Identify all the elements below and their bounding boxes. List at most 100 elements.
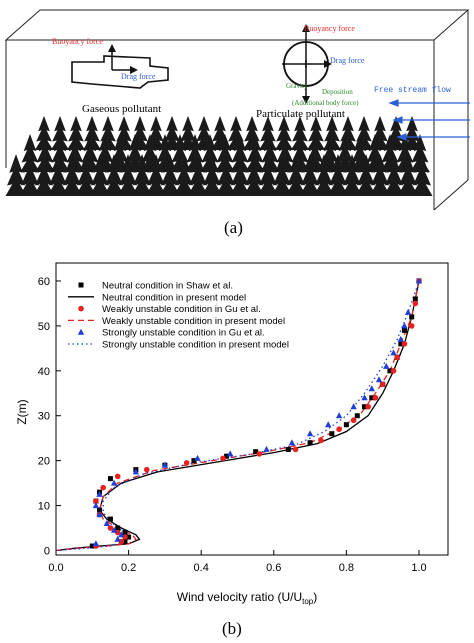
tree (47, 154, 69, 196)
tree (274, 116, 294, 150)
tree-canopy (5, 116, 433, 196)
tree (34, 116, 54, 150)
gaseous-pollutant-cloud (71, 55, 169, 89)
tree (229, 154, 251, 196)
tree (380, 134, 400, 172)
tree (114, 116, 134, 150)
data-point-circle (372, 394, 379, 401)
tree (19, 154, 41, 196)
data-point-circle (401, 341, 408, 347)
tree (355, 154, 377, 196)
data-point-square (122, 539, 128, 545)
tree (322, 116, 342, 150)
data-point-square (89, 543, 95, 549)
tree (327, 154, 349, 196)
tree (365, 134, 385, 172)
x-tick-label: 0.6 (266, 562, 281, 574)
drag-force-label-right: Drag force (330, 56, 365, 65)
deposition-label: Deposition (322, 88, 353, 96)
tree (271, 154, 293, 196)
data-point-square (369, 395, 375, 401)
data-point-circle (318, 437, 324, 444)
free-stream-arrows (388, 99, 470, 141)
data-point-square (343, 422, 349, 428)
data-point-square (97, 507, 103, 513)
data-point-circle (390, 368, 397, 374)
y-tick-label: 10 (38, 501, 50, 513)
data-point-circle (143, 466, 150, 473)
data-point-triangle (96, 490, 103, 497)
drag-force-label-left: Drag force (121, 72, 156, 81)
data-point-square (307, 440, 313, 446)
data-point-triangle (96, 511, 103, 518)
y-tick-label: 60 (38, 276, 50, 288)
data-point-square (387, 368, 393, 374)
tree (125, 134, 145, 172)
tree (95, 134, 115, 172)
tree (369, 154, 391, 196)
data-point-triangle (383, 362, 390, 369)
tree (306, 116, 326, 150)
tree (243, 154, 265, 196)
x-axis-label-main: Wind velocity ratio (U/U (177, 590, 302, 604)
legend-label: Strongly unstable condition in Gu et al. (102, 328, 265, 339)
data-point-triangle (288, 439, 296, 446)
data-point-circle (78, 305, 84, 312)
data-point-circle (365, 403, 371, 410)
data-point-circle (183, 460, 190, 466)
tree (103, 154, 125, 196)
legend-label: Strongly unstable condition in present m… (102, 340, 289, 351)
tree (402, 116, 422, 150)
data-point-square (409, 314, 415, 320)
data-point-square (285, 446, 291, 452)
x-tick-label: 0.2 (121, 562, 136, 574)
legend-label: Neutral condition in Shaw et al. (102, 281, 233, 292)
tree (395, 134, 415, 172)
x-tick-label: 1.0 (411, 562, 426, 574)
tree (383, 154, 405, 196)
x-axis-label-sub: top (302, 597, 314, 606)
data-point-circle (412, 300, 419, 307)
series-line (55, 280, 420, 552)
tree (155, 134, 175, 172)
tree (386, 116, 406, 150)
data-point-triangle (361, 394, 368, 401)
tree (410, 134, 430, 172)
tree (89, 154, 111, 196)
data-point-square (253, 449, 259, 455)
y-tick-label: 40 (38, 366, 50, 378)
buoyancy-arrowhead-left (108, 44, 116, 52)
plot-frame (55, 262, 449, 556)
tree (50, 134, 70, 172)
tree (75, 154, 97, 196)
x-axis-label: Wind velocity ratio (U/Utop) (177, 590, 318, 606)
tree (260, 134, 280, 172)
y-tick-label: 30 (38, 411, 50, 423)
data-point-triangle (368, 385, 375, 392)
tree (35, 134, 55, 172)
data-point-circle (220, 455, 226, 462)
tree (131, 154, 153, 196)
tree (201, 154, 223, 196)
x-tick-label: 0.0 (48, 562, 63, 574)
data-point-triangle (350, 403, 357, 410)
tree (245, 134, 265, 172)
tree (341, 154, 363, 196)
tree (210, 116, 230, 150)
data-point-square (78, 282, 84, 288)
tree (159, 154, 181, 196)
data-point-triangle (390, 349, 397, 356)
tree (313, 154, 335, 196)
tree (411, 154, 433, 196)
tree (285, 154, 307, 196)
tree (257, 154, 279, 196)
buoyancy-force-label-left: Buoyancy force (52, 37, 103, 46)
x-tick-label: 0.8 (339, 562, 354, 574)
tree (178, 116, 198, 150)
tree (215, 134, 235, 172)
data-point-triangle (194, 454, 201, 461)
series-lines (55, 280, 420, 552)
tree (242, 116, 262, 150)
tree (80, 134, 100, 172)
data-point-circle (408, 323, 415, 329)
